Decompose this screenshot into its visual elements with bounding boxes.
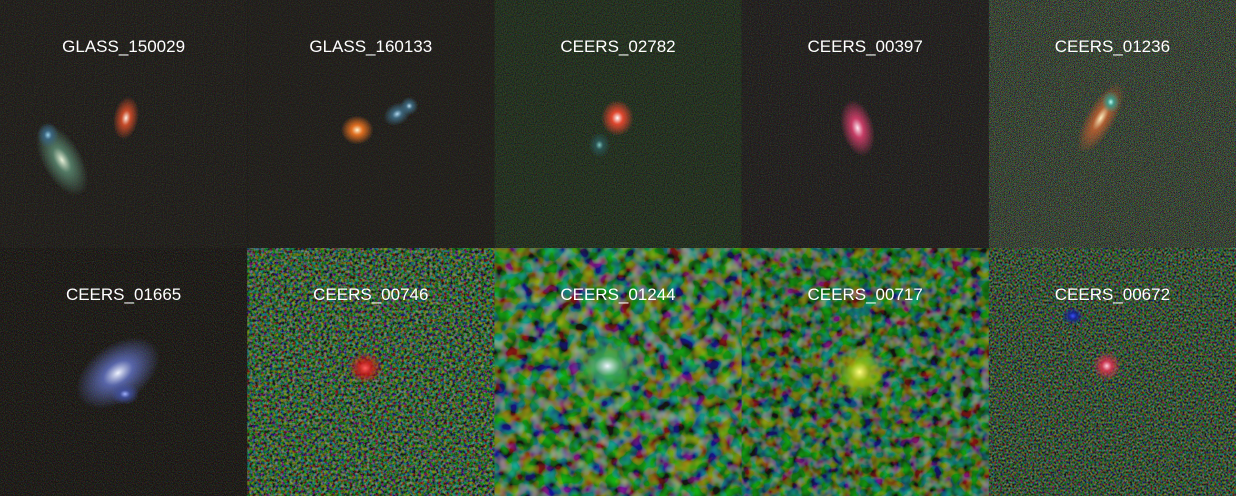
- cutout-panel: [0, 248, 248, 496]
- cutout-panel: [741, 0, 990, 248]
- panel-label: CEERS_01236: [1055, 37, 1170, 56]
- galaxy: [601, 100, 634, 136]
- cutout-panel: [988, 0, 1236, 248]
- galaxy: [1062, 307, 1084, 325]
- galaxy: [37, 122, 59, 148]
- panel-label: CEERS_01665: [66, 285, 181, 304]
- panel-label: CEERS_00672: [1055, 285, 1170, 304]
- cutout-panel: [247, 248, 495, 496]
- cutout-panel: [0, 0, 248, 248]
- cutout-panel: [988, 248, 1236, 496]
- panel-label: CEERS_00746: [313, 285, 428, 304]
- cutout-panel: [741, 248, 990, 496]
- galaxy: [832, 345, 887, 399]
- galaxy: [571, 337, 644, 395]
- panel-label: CEERS_00397: [808, 37, 923, 56]
- panel-label: GLASS_160133: [309, 37, 432, 56]
- cutout-panel: [494, 0, 743, 248]
- galaxy: [76, 337, 160, 409]
- galaxy: [347, 351, 384, 385]
- galaxy: [1101, 91, 1120, 113]
- panel-label: CEERS_00717: [808, 285, 923, 304]
- galaxy: [1092, 351, 1122, 381]
- galaxy: [400, 97, 419, 115]
- galaxy: [840, 99, 875, 157]
- panel-label: CEERS_02782: [560, 37, 675, 56]
- cutout-panel: [494, 248, 743, 496]
- galaxy: [110, 383, 140, 405]
- galaxy: [341, 115, 374, 145]
- cutout-panel: [247, 0, 495, 248]
- galaxy: [588, 132, 611, 158]
- galaxy: [113, 96, 139, 140]
- panel-label: CEERS_01244: [560, 285, 675, 304]
- panel-label: GLASS_150029: [62, 37, 185, 56]
